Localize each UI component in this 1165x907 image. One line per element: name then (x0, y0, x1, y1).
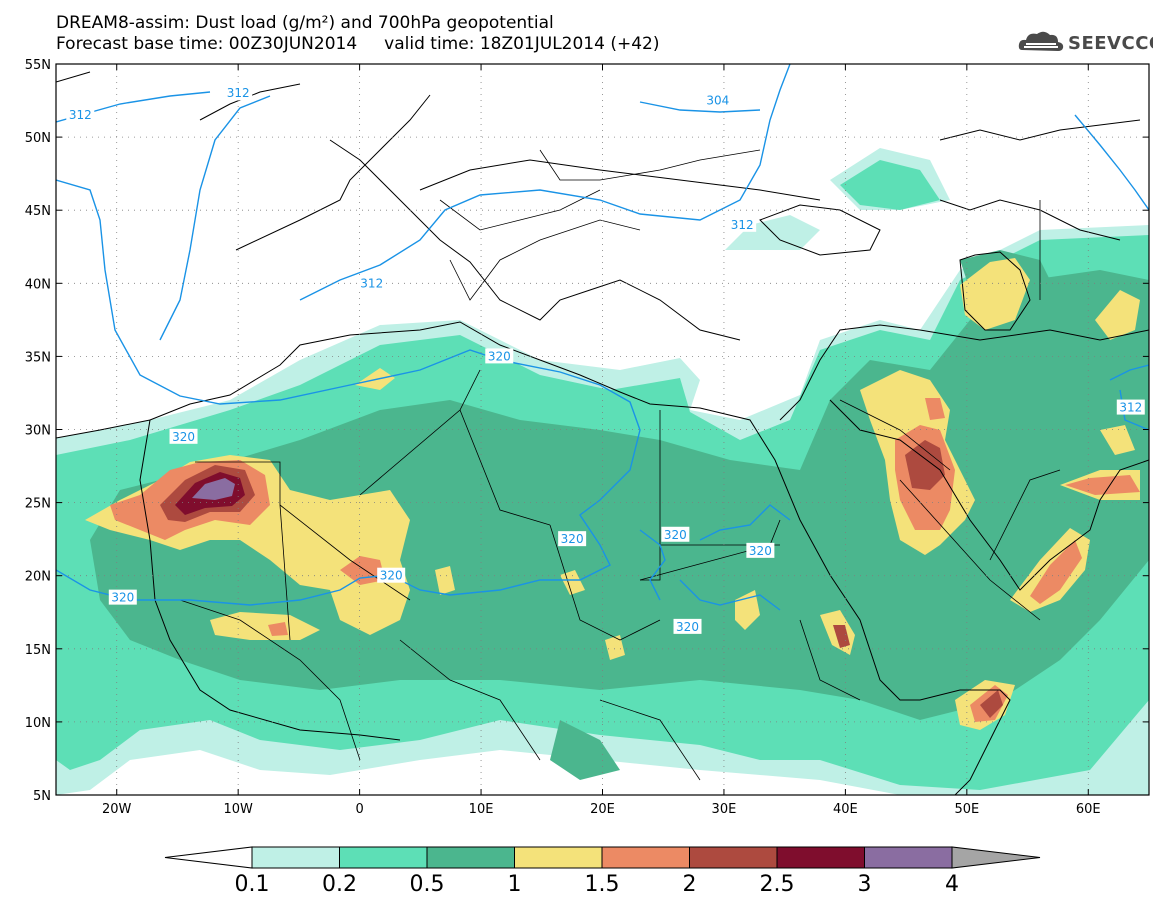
lat-label: 20N (25, 570, 51, 585)
lon-label: 10W (223, 802, 253, 817)
lat-label: 35N (25, 350, 51, 365)
dust-level-1.5 (268, 622, 288, 636)
contour-label: 320 (172, 430, 195, 444)
dust-level-0.5 (550, 720, 620, 780)
chart-title: DREAM8-assim: Dust load (g/m²) and 700hP… (56, 13, 554, 33)
colorbar-label: 0.2 (322, 872, 357, 897)
axis-ticks (56, 63, 1149, 796)
dust-level-0.2 (840, 160, 940, 210)
colorbar-label: 4 (945, 872, 959, 897)
contour-label-bg (169, 428, 198, 444)
dust-level-1 (960, 258, 1030, 330)
forecast-time: Forecast base time: 00Z30JUN2014 valid t… (56, 34, 660, 54)
lat-label: 40N (25, 277, 51, 292)
contour-label-bg (66, 107, 95, 123)
colorbar-swatch (426, 846, 515, 869)
lon-label: 20E (590, 802, 615, 817)
colorbar-label: 2.5 (759, 872, 795, 897)
lat-label: 25N (25, 497, 51, 512)
dust-level-1.5 (1030, 540, 1082, 604)
dust-level-3 (192, 478, 235, 500)
colorbar-swatch (864, 846, 953, 869)
lat-label: 45N (25, 204, 51, 219)
lat-label: 5N (33, 789, 51, 804)
dust-level-1 (1095, 290, 1140, 340)
contour-label-bg (357, 275, 386, 291)
dust-level-1 (605, 635, 625, 660)
contour-label-bg (377, 567, 406, 583)
contour-label-bg (224, 85, 253, 101)
colorbar-swatch (601, 846, 690, 869)
lon-label: 0 (355, 802, 363, 817)
contour-labels: 312 312 304 312 312 312 320 320 320 320 320 320 320 3… (66, 85, 1145, 634)
contour-label: 312 (1119, 401, 1142, 415)
contour-label-bg (485, 348, 514, 364)
contour-label: 320 (488, 349, 511, 363)
contour-label: 320 (380, 569, 403, 583)
colorbar-label: 1.5 (584, 872, 620, 897)
lat-label: 55N (25, 58, 51, 73)
contour-label: 304 (706, 94, 729, 108)
dust-level-1.5 (1065, 475, 1140, 495)
contour-label-bg (703, 92, 732, 108)
graticule (56, 64, 1149, 795)
contour-label: 320 (111, 591, 134, 605)
dust-level-1.5 (925, 398, 945, 420)
lon-label: 50E (954, 802, 979, 817)
logo-text: SEEVCCC (1068, 33, 1153, 54)
colorbar-label: 0.1 (234, 872, 270, 897)
colorbar-swatch (251, 846, 340, 869)
dust-level-2 (980, 690, 1003, 718)
lon-label: 20W (102, 802, 132, 817)
lon-label: 60E (1076, 802, 1101, 817)
lat-label: 50N (25, 131, 51, 146)
colorbar-label: 1 (507, 872, 522, 897)
colorbar-swatch (514, 846, 603, 869)
colorbar-swatch (339, 846, 428, 869)
dust-level-2 (905, 440, 945, 490)
colorbar (164, 846, 1041, 869)
colorbar-swatch (776, 846, 865, 869)
colorbar-over-arrow (951, 846, 1041, 869)
contour-label-bg (728, 216, 757, 232)
contour-label-bg (558, 531, 587, 547)
contour-label: 320 (664, 528, 687, 542)
contour-label: 312 (69, 108, 92, 122)
contour-label-bg (1116, 399, 1145, 415)
contour-label: 312 (731, 218, 754, 232)
colorbar-label: 2 (682, 872, 697, 897)
lat-label: 10N (25, 716, 51, 731)
lat-label: 15N (25, 643, 51, 658)
seevccc-logo: SEEVCCC (1018, 31, 1153, 54)
contour-label: 320 (561, 532, 584, 546)
contour-label-bg (661, 526, 690, 542)
longitude-labels: 20W 10W 0 10E 20E 30E 40E 50E 60E (102, 802, 1101, 817)
lon-label: 10E (469, 802, 494, 817)
colorbar-label: 0.5 (409, 872, 445, 897)
contour-label-bg (108, 589, 137, 605)
contour-label: 320 (749, 544, 772, 558)
contour-label: 320 (676, 620, 699, 634)
contour-label: 312 (227, 86, 250, 100)
dust-level-1 (435, 566, 455, 595)
dust-shading (56, 148, 1149, 795)
lon-label: 40E (833, 802, 858, 817)
lon-label: 30E (712, 802, 737, 817)
colorbar-label: 3 (857, 872, 872, 897)
colorbar-under-arrow (164, 846, 253, 869)
dust-level-1 (1100, 425, 1135, 455)
latitude-labels: 55N 50N 45N 40N 35N 30N 25N 20N 15N 10N 5N (25, 58, 51, 804)
dust-level-1.5 (340, 556, 385, 585)
contour-label-bg (673, 618, 702, 634)
dust-level-2 (833, 625, 850, 648)
contour-label-bg (746, 542, 775, 558)
colorbar-swatch (689, 846, 778, 869)
contour-label: 312 (360, 276, 383, 290)
coastlines (56, 71, 1149, 795)
lat-label: 30N (25, 424, 51, 439)
